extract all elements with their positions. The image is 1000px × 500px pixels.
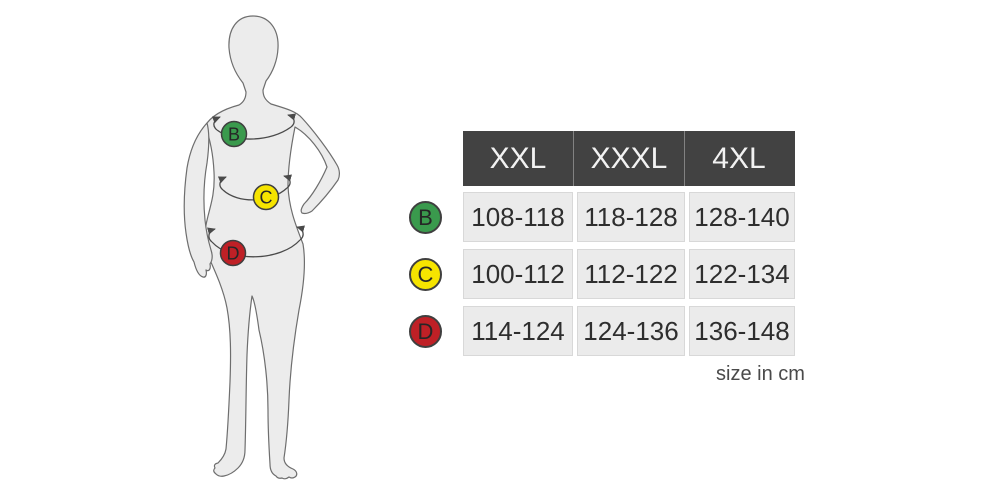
row-marker-b: B [409,201,442,234]
body-marker-d: D [219,239,247,267]
size-range-cell: 124-136 [577,306,685,356]
size-table-header: XXL XXXL 4XL [463,131,795,186]
units-note: size in cm [716,363,805,385]
body-marker-b: B [220,120,248,148]
body-markers: B C D [219,120,280,267]
size-range-cell: 114-124 [463,306,573,356]
table-row-d: 114-124 124-136 136-148 [463,306,795,356]
size-range-cell: 112-122 [577,249,685,299]
body-marker-c: C [252,183,280,211]
size-range-cell: 100-112 [463,249,573,299]
size-range-cell: 108-118 [463,192,573,242]
size-range-cell: 118-128 [577,192,685,242]
size-column-header-xxl: XXL [463,131,574,186]
body-silhouette [183,15,340,480]
row-marker-d: D [409,315,442,348]
hip-measure-line [206,225,306,258]
body-marker-c-letter: C [260,188,273,208]
body-marker-b-letter: B [228,125,240,145]
size-range-cell: 128-140 [689,192,795,242]
size-range-cell: 136-148 [689,306,795,356]
size-column-header-4xl: 4XL [712,142,766,175]
row-marker-c: C [409,258,442,291]
table-row-b: 108-118 118-128 128-140 [463,192,795,242]
table-row-c: 100-112 112-122 122-134 [463,249,795,299]
body-marker-d-letter: D [227,244,240,264]
size-column-header-xxxl: XXXL [574,131,685,186]
size-range-cell: 122-134 [689,249,795,299]
